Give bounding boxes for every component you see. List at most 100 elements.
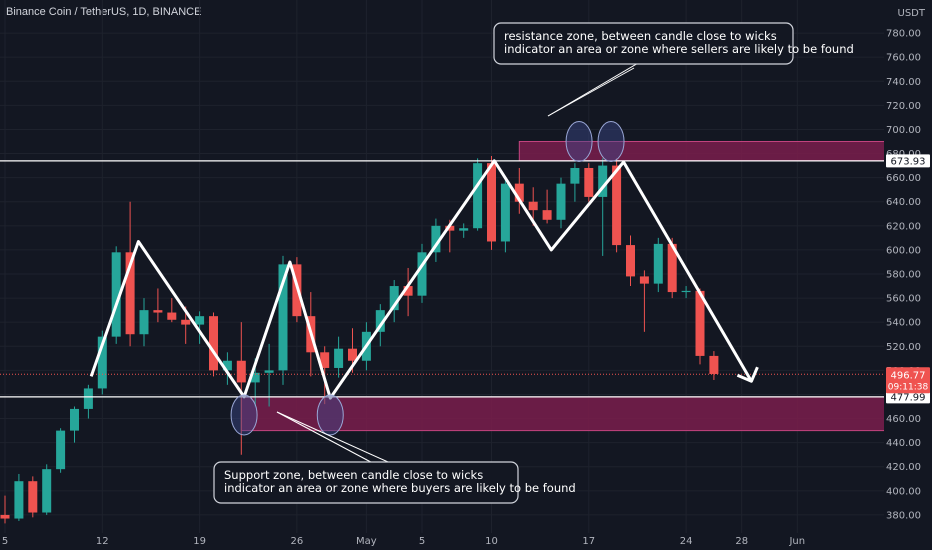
support-note-text: indicator an area or zone where buyers a…: [224, 481, 576, 495]
candle-body: [83, 388, 93, 409]
resistance-price-label: 673.93: [891, 156, 926, 167]
price-axis-bg: [884, 0, 932, 550]
candle-body: [487, 163, 496, 242]
price-tick-label: 640.00: [886, 197, 921, 208]
candle-body: [42, 469, 52, 513]
candle-body: [639, 276, 649, 284]
price-tick-label: 620.00: [886, 221, 921, 232]
candle-body: [514, 183, 524, 202]
candle-body: [195, 316, 205, 325]
candle-body: [681, 290, 691, 293]
currency-label: USDT: [898, 8, 926, 19]
date-tick-label: 5: [419, 536, 425, 547]
resistance-price-label-bg: [886, 154, 930, 168]
candle-body: [167, 312, 177, 320]
candle-body: [709, 355, 719, 374]
support-note-pointer: [276, 411, 383, 469]
pattern-drawing: [89, 159, 759, 400]
resistance-note-pointer: [547, 67, 635, 117]
price-tick-label: 580.00: [886, 270, 921, 281]
candle-body: [56, 430, 66, 470]
candle-body: [570, 167, 580, 184]
candle-body: [125, 252, 135, 335]
price-levels: [0, 160, 884, 398]
candle-body: [320, 352, 330, 368]
support-note-pointer: [276, 411, 389, 463]
candle-body: [403, 286, 413, 296]
candle-body: [236, 360, 246, 383]
candle-body: [695, 290, 705, 356]
resistance-touch-marker: [565, 120, 593, 162]
candle-body: [250, 372, 260, 383]
annotations: resistance zone, between candle close to…: [213, 22, 854, 504]
candle-body: [653, 243, 663, 284]
candle-body: [222, 360, 232, 371]
candle-body: [111, 252, 121, 337]
candle-body: [626, 245, 635, 277]
candle-body: [70, 408, 79, 431]
date-tick-label: 28: [735, 536, 748, 547]
price-tick-label: 540.00: [886, 318, 921, 329]
candle-body: [542, 210, 552, 220]
price-tick-label: 660.00: [886, 173, 921, 184]
resistance-note-text: resistance zone, between candle close to…: [504, 29, 777, 43]
pattern-arrowhead: [736, 366, 759, 383]
date-tick-label: 26: [291, 536, 304, 547]
candle-body: [417, 252, 427, 296]
candle-body: [375, 310, 385, 332]
candle-body: [556, 183, 566, 220]
price-tick-label: 560.00: [886, 294, 921, 305]
price-tick-label: 720.00: [886, 101, 921, 112]
date-tick-label: Jun: [788, 536, 805, 547]
time-axis: 5 12 19 26 May 5 10 17 24 28 Jun: [2, 536, 805, 547]
candle-body: [473, 163, 483, 229]
support-price-label-bg: [886, 390, 930, 404]
candle-body: [28, 481, 38, 513]
candle-body: [264, 370, 274, 373]
candle-body: [181, 319, 191, 325]
countdown-label: 09:11:38: [888, 382, 929, 392]
zones: [240, 140, 932, 432]
candle-body: [14, 481, 24, 519]
pattern-zigzag: [89, 159, 753, 400]
candle-body: [459, 228, 469, 231]
candle-body: [431, 225, 441, 253]
price-tick-label: 420.00: [886, 462, 921, 473]
candle-body: [153, 310, 163, 313]
candle-body: [528, 201, 538, 211]
date-tick-label: 24: [680, 536, 693, 547]
price-tick-label: 400.00: [886, 486, 921, 497]
date-tick-label: 10: [485, 536, 498, 547]
candle-body: [348, 348, 357, 361]
candle-body: [334, 348, 344, 368]
resistance-note-text: indicator an area or zone where sellers …: [504, 42, 854, 56]
candle-body: [584, 167, 594, 197]
candle-body: [209, 316, 218, 371]
date-tick-label: May: [356, 536, 377, 547]
price-tick-label: 460.00: [886, 414, 921, 425]
candle-body: [612, 165, 622, 246]
candle-body: [139, 310, 149, 335]
date-tick-label: 17: [582, 536, 595, 547]
date-tick-label: 12: [96, 536, 109, 547]
candle-body: [0, 514, 10, 519]
chart-title: Binance Coin / TetherUS, 1D, BINANCE: [6, 6, 202, 18]
candle-body: [389, 286, 399, 311]
price-tick-label: 380.00: [886, 510, 921, 521]
resistance-note-box: [493, 22, 794, 65]
candle-body: [598, 165, 608, 197]
candle-body: [445, 225, 455, 231]
price-tick-label: 600.00: [886, 245, 921, 256]
candle-body: [500, 183, 510, 242]
support-zone: [240, 396, 932, 432]
candle-body: [667, 243, 677, 293]
price-tick-label: 740.00: [886, 77, 921, 88]
price-axis: USDT380.00400.00420.00440.00460.00480.00…: [884, 0, 932, 550]
price-tick-label: 760.00: [886, 53, 921, 64]
support-touch-marker: [230, 394, 258, 436]
candle-body: [97, 336, 107, 389]
support-note-box: [213, 461, 519, 504]
support-note-text: Support zone, between candle close to wi…: [224, 468, 483, 482]
candle-body: [278, 264, 288, 371]
